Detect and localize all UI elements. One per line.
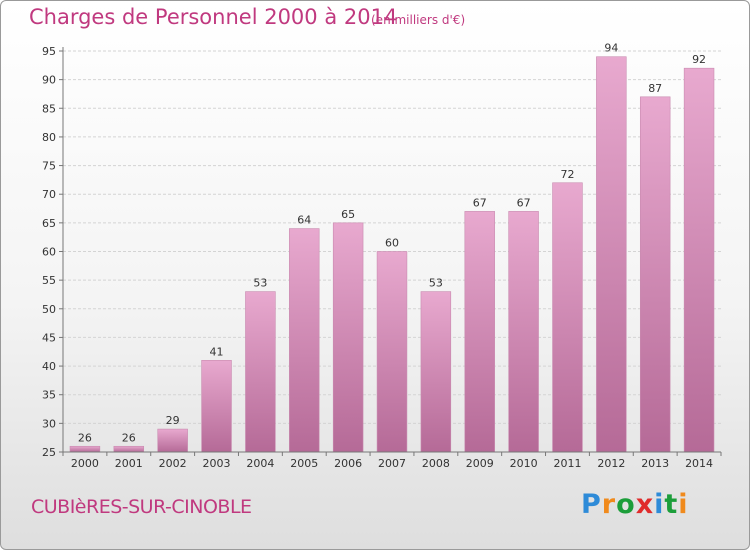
y-tick-label: 95 xyxy=(42,45,56,58)
y-tick-label: 60 xyxy=(42,246,56,259)
bar-2004 xyxy=(245,291,276,453)
x-tick-label: 2007 xyxy=(378,457,406,470)
bar-2011 xyxy=(552,182,583,453)
y-tick-label: 70 xyxy=(42,188,56,201)
data-label: 29 xyxy=(166,414,180,427)
data-label: 53 xyxy=(429,277,443,290)
chart-subtitle: (en milliers d'€) xyxy=(371,13,466,27)
bar-2006 xyxy=(332,222,364,453)
data-label: 65 xyxy=(341,208,355,221)
y-tick-label: 45 xyxy=(42,331,56,344)
labels: 25 30 35 40 45 50 55 60 65 70 75 80 85 90 95 26 2000 26 20… xyxy=(42,42,713,470)
data-label: 64 xyxy=(297,214,311,227)
x-tick-label: 2009 xyxy=(466,457,494,470)
y-tick-label: 40 xyxy=(42,360,56,373)
logo-letter: x xyxy=(635,489,655,520)
x-tick-label: 2008 xyxy=(422,457,450,470)
data-label: 26 xyxy=(78,431,92,444)
logo-letter: t xyxy=(664,489,679,520)
x-tick-label: 2012 xyxy=(597,457,625,470)
bar-2013 xyxy=(639,96,671,453)
bar-2014 xyxy=(683,67,715,453)
logo-letter: r xyxy=(601,489,617,520)
chart-title: Charges de Personnel 2000 à 2014 xyxy=(29,5,398,29)
data-label: 53 xyxy=(253,277,267,290)
x-tick-label: 2005 xyxy=(290,457,318,470)
data-label: 67 xyxy=(473,196,487,209)
bar-2003 xyxy=(201,360,232,453)
bar-2001 xyxy=(113,445,145,453)
data-label: 94 xyxy=(604,42,618,55)
y-tick-label: 25 xyxy=(42,446,56,459)
bar-2009 xyxy=(464,211,495,453)
y-tick-label: 65 xyxy=(42,217,56,230)
data-label: 67 xyxy=(517,196,531,209)
x-tick-label: 2000 xyxy=(71,457,99,470)
bar-2000 xyxy=(69,445,101,453)
axes xyxy=(59,47,722,456)
y-tick-label: 90 xyxy=(42,74,56,87)
x-tick-label: 2004 xyxy=(246,457,274,470)
data-label: 87 xyxy=(648,82,662,95)
data-label: 72 xyxy=(560,168,574,181)
data-label: 60 xyxy=(385,237,399,250)
bar-2008 xyxy=(420,291,452,453)
y-tick-label: 50 xyxy=(42,303,56,316)
bars xyxy=(69,56,715,453)
y-tick-label: 55 xyxy=(42,274,56,287)
bar-2002 xyxy=(157,428,188,453)
x-tick-label: 2003 xyxy=(203,457,231,470)
x-tick-label: 2014 xyxy=(685,457,713,470)
data-label: 92 xyxy=(692,53,706,66)
x-tick-label: 2002 xyxy=(159,457,187,470)
x-tick-label: 2001 xyxy=(115,457,143,470)
y-tick-label: 75 xyxy=(42,160,56,173)
commune-name: CUBIèRES-SUR-CINOBLE xyxy=(31,496,252,518)
y-tick-label: 30 xyxy=(42,417,56,430)
bar-2005 xyxy=(289,228,320,453)
logo-letter: i xyxy=(678,489,689,520)
x-tick-label: 2011 xyxy=(553,457,581,470)
proxiti-logo: Proxiti xyxy=(581,489,689,520)
bar-2010 xyxy=(508,211,539,453)
y-tick-label: 35 xyxy=(42,389,56,402)
bar-2012 xyxy=(596,56,627,453)
data-label: 41 xyxy=(210,345,224,358)
logo-letter: P xyxy=(581,489,602,520)
x-tick-label: 2006 xyxy=(334,457,362,470)
y-tick-label: 80 xyxy=(42,131,56,144)
logo-letter: o xyxy=(616,489,636,520)
logo-letter: i xyxy=(654,489,665,520)
x-tick-label: 2013 xyxy=(641,457,669,470)
data-label: 26 xyxy=(122,431,136,444)
y-tick-label: 85 xyxy=(42,102,56,115)
x-tick-label: 2010 xyxy=(510,457,538,470)
bar-2007 xyxy=(376,251,408,453)
